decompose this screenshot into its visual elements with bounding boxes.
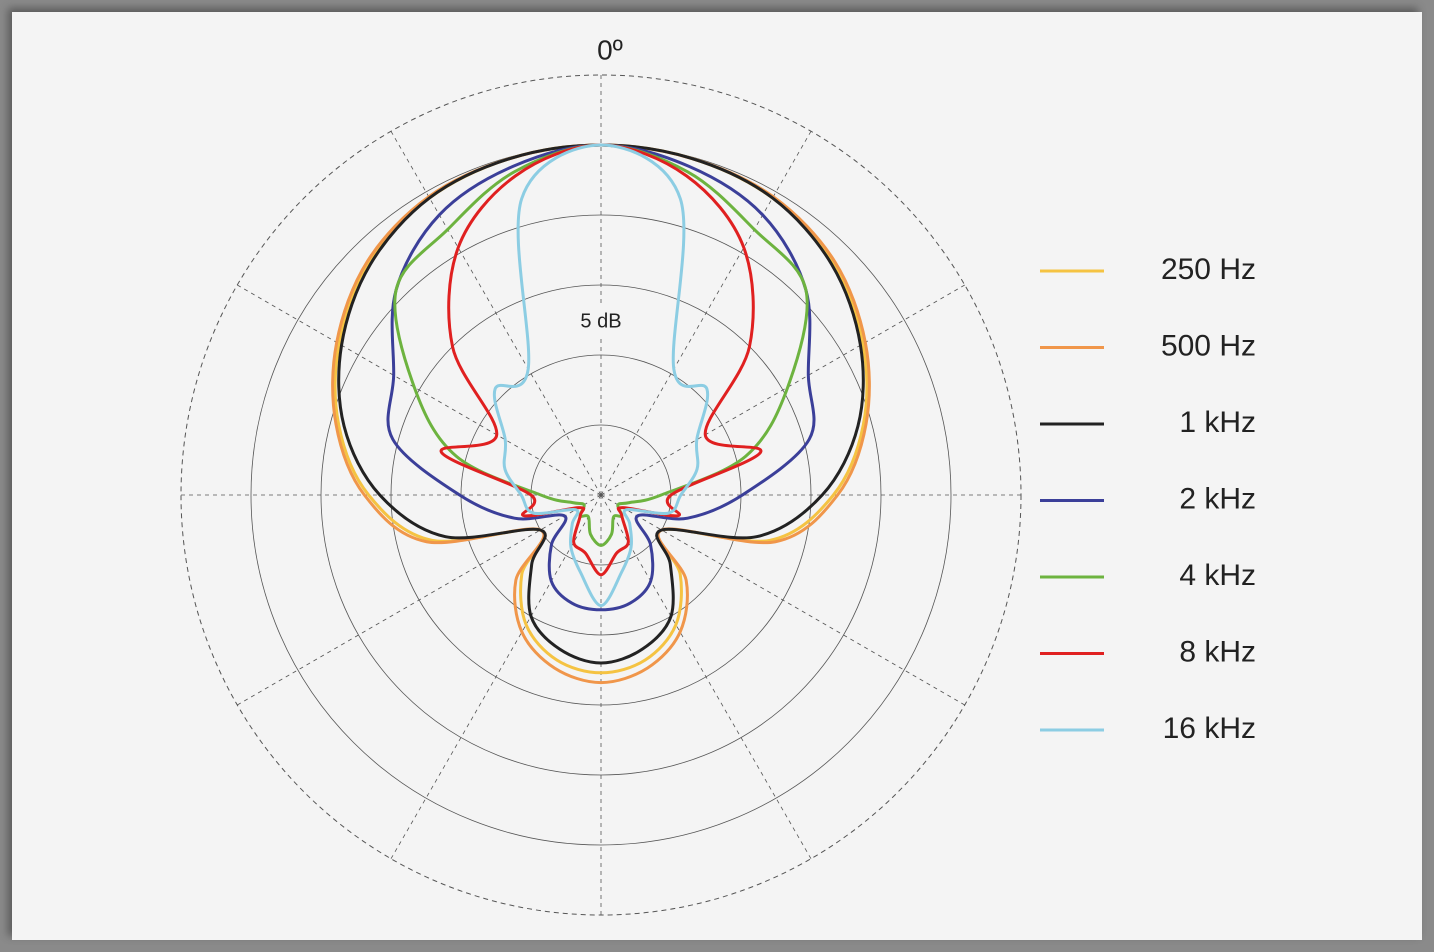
legend-label: 8 kHz [1179,635,1256,668]
legend: 250 Hz 500 Hz 1 kHz 2 kHz 4 kHz 8 kHz 16 kHz [1040,253,1256,745]
legend-label: 2 kHz [1179,482,1256,515]
legend-label: 250 Hz [1161,253,1256,286]
polar-curve [492,143,710,608]
polar-curve [337,143,865,665]
legend-label: 500 Hz [1161,329,1256,362]
spoke [600,494,812,859]
grid [180,74,1022,916]
angle-label: 0º [597,34,623,65]
spoke [600,131,812,496]
polar-curve [331,143,871,685]
spoke [237,494,602,706]
legend-label: 16 kHz [1163,712,1256,745]
spoke [390,131,602,496]
polar-curve [333,143,869,675]
legend-label: 1 kHz [1179,406,1256,439]
legend-label: 4 kHz [1179,559,1256,592]
polar-curve [386,143,816,612]
annotation: 5 dB [580,310,621,332]
spoke [390,494,602,859]
labels: 5 dB 0º [578,34,624,338]
polar-curve [393,143,809,547]
polar-curve [439,143,763,577]
spoke [600,284,965,496]
curves [331,143,871,685]
spoke [237,284,602,496]
annotation-bg [578,306,624,338]
spoke [600,494,965,706]
